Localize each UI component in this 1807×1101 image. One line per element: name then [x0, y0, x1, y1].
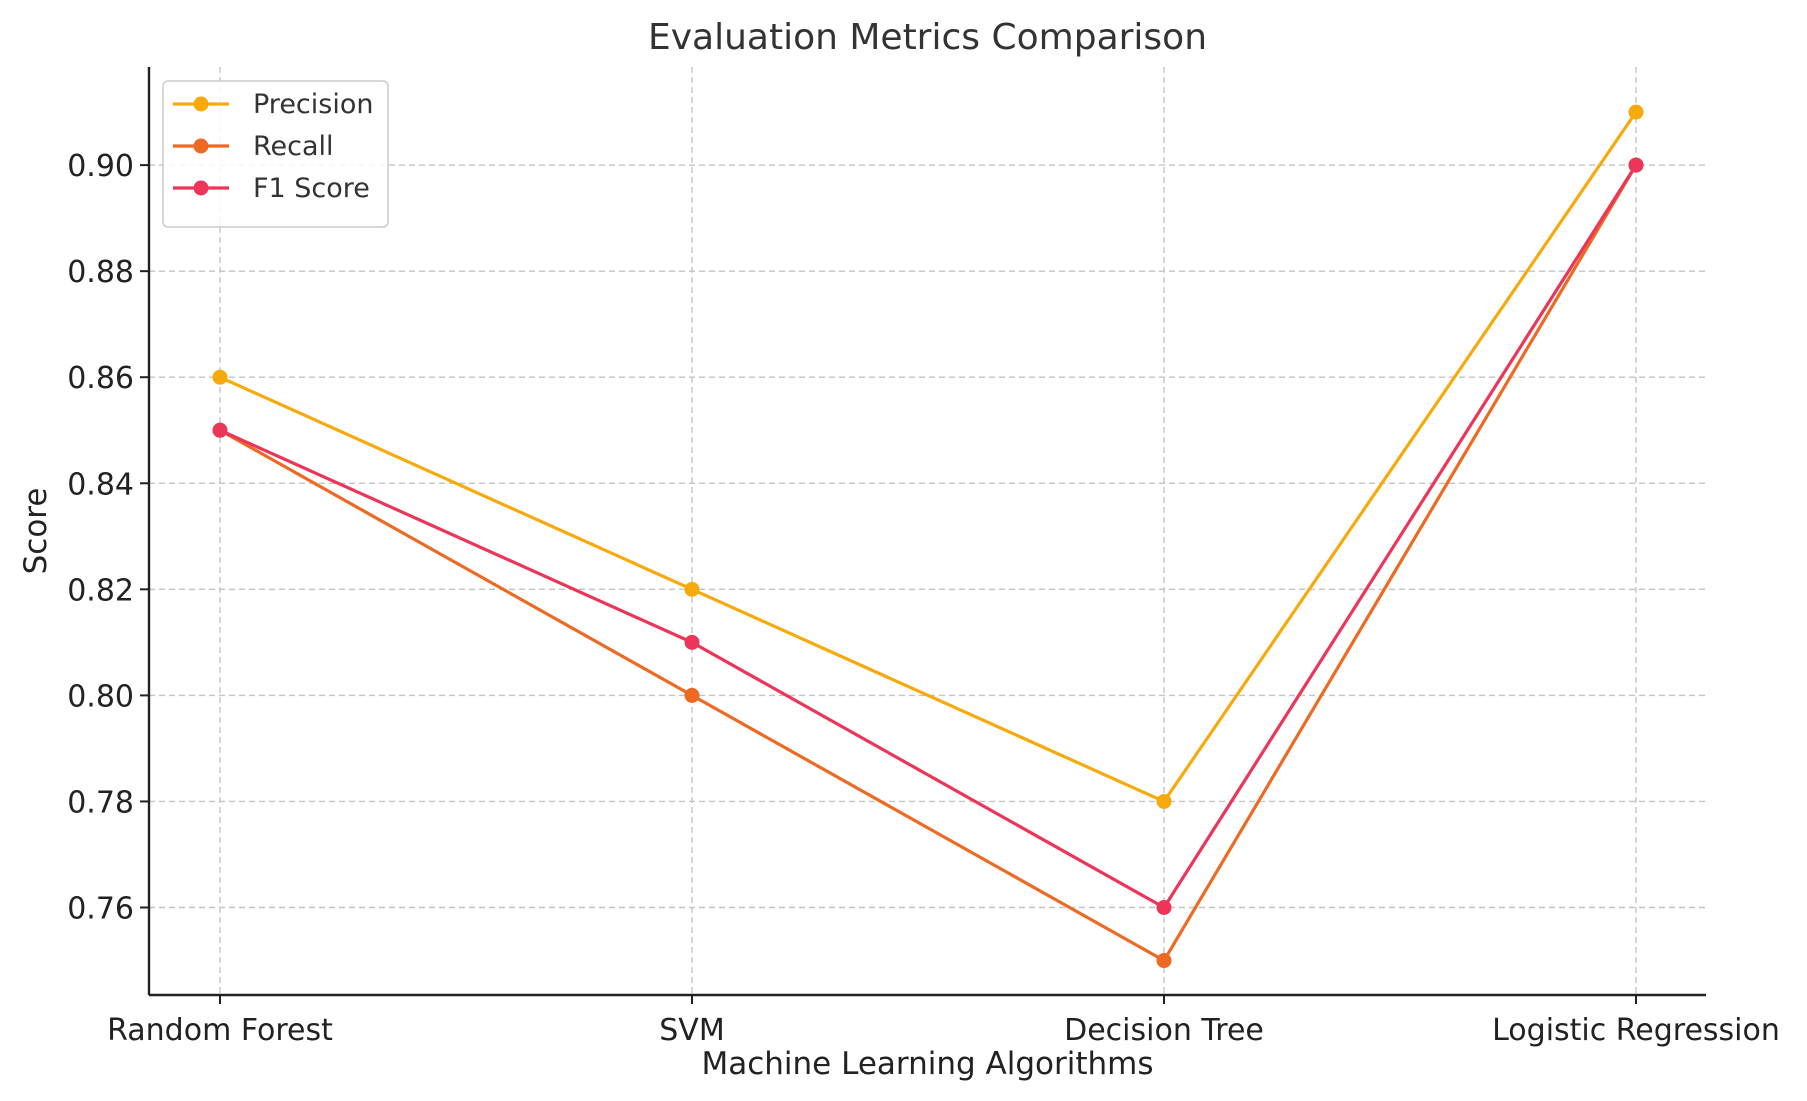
data-point-recall	[1156, 953, 1172, 969]
legend-box	[162, 80, 389, 228]
axes	[147, 67, 1706, 997]
legend-marker-f1-score	[193, 180, 209, 196]
legend-label-recall: Recall	[253, 131, 334, 162]
legend-label-f1-score: F1 Score	[253, 173, 370, 204]
data-point-precision	[212, 369, 228, 385]
y-tick-label: 0.90	[67, 149, 134, 184]
data-point-f1-score	[1156, 900, 1172, 916]
y-tick-label: 0.78	[67, 785, 134, 820]
series-line-precision	[219, 111, 1638, 804]
y-tick-label: 0.80	[67, 679, 134, 714]
data-point-precision	[1628, 104, 1644, 120]
series-line-recall	[219, 164, 1638, 963]
y-tick-label: 0.82	[67, 573, 134, 608]
x-axis-label: Machine Learning Algorithms	[701, 1046, 1153, 1082]
y-axis-label: Score	[18, 488, 54, 575]
y-tick-label: 0.86	[67, 361, 134, 396]
data-point-f1-score	[1628, 157, 1644, 173]
legend-marker-recall	[193, 138, 209, 154]
legend-marker-precision	[193, 96, 209, 112]
series	[212, 104, 1644, 969]
y-tick-label: 0.84	[67, 467, 134, 502]
ticks: 0.76 0.78 0.80 0.82 0.84 0.86 0.88 0.90 Random F…	[67, 149, 1780, 1048]
data-point-f1-score	[684, 634, 700, 650]
x-tick-label: Logistic Regression	[1492, 1013, 1780, 1048]
x-tick-label: SVM	[659, 1013, 724, 1048]
legend: Precision Recall F1 Score	[162, 80, 389, 228]
data-point-precision	[684, 581, 700, 597]
data-point-precision	[1156, 793, 1172, 809]
x-tick-label: Decision Tree	[1064, 1013, 1264, 1048]
series-line-f1-score	[219, 164, 1638, 910]
data-point-recall	[684, 687, 700, 703]
data-point-f1-score	[212, 422, 228, 438]
y-tick-label: 0.76	[67, 892, 134, 927]
legend-label-precision: Precision	[253, 89, 373, 120]
x-tick-label: Random Forest	[107, 1013, 333, 1048]
grid	[149, 67, 1706, 995]
y-tick-label: 0.88	[67, 255, 134, 290]
chart-title: Evaluation Metrics Comparison	[648, 17, 1207, 58]
